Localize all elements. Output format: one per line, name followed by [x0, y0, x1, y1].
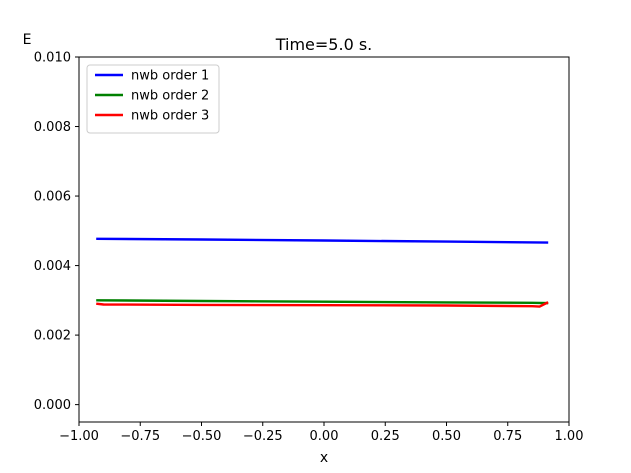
- x-tick-label: 0.00: [310, 429, 339, 444]
- y-tick-label: 0.008: [34, 120, 71, 135]
- legend-items: nwb order 1 nwb order 2 nwb order 3: [95, 69, 209, 124]
- y-tick-label: 0.002: [34, 329, 71, 344]
- y-tick-label: 0.000: [34, 398, 71, 413]
- x-tick-label: −0.50: [182, 429, 222, 444]
- x-tick-label: 0.25: [371, 429, 400, 444]
- y-tick-label: 0.004: [34, 259, 71, 274]
- series-line-2: [96, 299, 549, 305]
- chart-title: Time=5.0 s.: [275, 35, 373, 54]
- x-tick-label: −0.75: [120, 429, 160, 444]
- x-tick-label: −1.00: [59, 429, 99, 444]
- y-tick-label: 0.010: [34, 51, 71, 66]
- series-line-1: [96, 237, 549, 244]
- x-axis-label: x: [320, 450, 328, 466]
- x-tick-label: −0.25: [243, 429, 283, 444]
- y-tick-label: 0.006: [34, 190, 71, 205]
- x-tick-label: 0.50: [432, 429, 461, 444]
- series-line-3: [96, 301, 549, 308]
- y-axis-label: E: [23, 32, 32, 48]
- legend-label-1: nwb order 1: [131, 69, 209, 84]
- series-layer: [96, 237, 549, 308]
- plot-frame: [78, 56, 570, 423]
- legend: nwb order 1 nwb order 2 nwb order 3: [86, 64, 220, 134]
- ticks-layer: −1.00 −0.75 −0.50 −0.25 0.00 0.25 0.50 0.75 1.00…: [34, 51, 584, 445]
- legend-label-2: nwb order 2: [131, 89, 209, 104]
- x-tick-label: 0.75: [493, 429, 522, 444]
- x-tick-label: 1.00: [555, 429, 584, 444]
- legend-label-3: nwb order 3: [131, 109, 209, 124]
